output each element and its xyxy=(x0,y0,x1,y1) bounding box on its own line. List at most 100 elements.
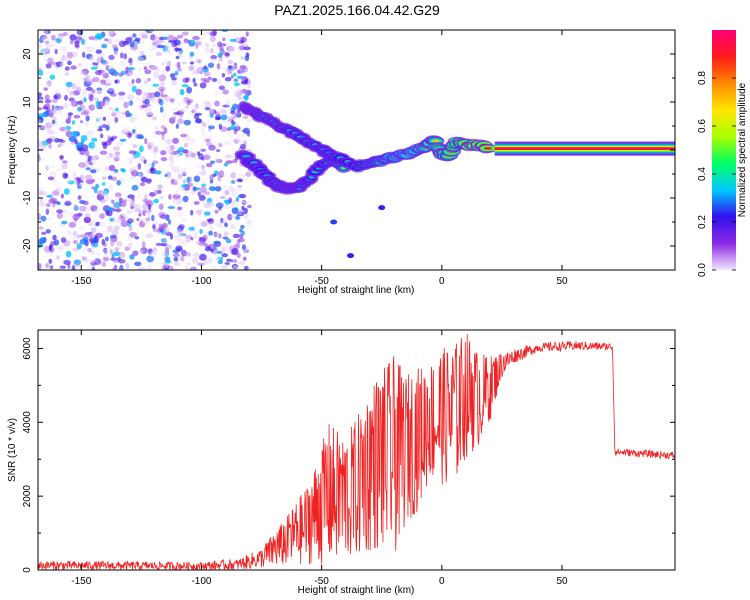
noise-blob xyxy=(156,44,165,49)
noise-blob xyxy=(175,55,180,60)
noise-blob xyxy=(178,147,185,151)
noise-blob xyxy=(190,191,196,196)
noise-blob xyxy=(133,132,138,139)
colorbar-ticks: 0.0 0.2 0.4 0.6 0.8 xyxy=(697,71,736,277)
noise-blob xyxy=(152,45,158,51)
snr-x-tick-label: 0 xyxy=(439,576,445,587)
noise-blob xyxy=(233,128,238,135)
noise-blob xyxy=(164,267,169,270)
noise-blob xyxy=(217,41,222,48)
noise-blob xyxy=(85,120,89,128)
noise-blob xyxy=(183,38,189,44)
spectral-ridges xyxy=(234,101,498,259)
noise-blob xyxy=(107,38,113,45)
noise-blob xyxy=(68,136,77,142)
noise-blob xyxy=(149,65,158,70)
noise-blob xyxy=(89,56,95,63)
noise-blob xyxy=(112,203,119,209)
noise-blob xyxy=(215,256,221,261)
steady-tone-band xyxy=(494,141,675,156)
noise-blob xyxy=(164,45,171,53)
noise-blob xyxy=(158,74,167,82)
snr-y-tick-label: 2000 xyxy=(22,485,33,508)
noise-blob xyxy=(101,69,107,76)
noise-blob xyxy=(209,58,216,64)
noise-blob xyxy=(115,192,122,198)
noise-blob xyxy=(45,63,52,69)
noise-blob xyxy=(101,59,107,64)
noise-blob xyxy=(39,191,48,196)
noise-blob xyxy=(166,171,172,178)
noise-blob xyxy=(93,258,102,265)
noise-blob xyxy=(213,240,221,245)
noise-blob xyxy=(83,78,89,82)
noise-blob xyxy=(204,191,210,195)
noise-blob xyxy=(230,110,235,115)
noise-blob xyxy=(127,133,132,139)
noise-blob xyxy=(69,91,75,96)
noise-blob xyxy=(159,36,164,41)
snr-y-axis-label: SNR (10 * v/v) xyxy=(7,418,18,482)
noise-blob xyxy=(206,119,211,127)
noise-blob xyxy=(243,127,250,134)
noise-blob xyxy=(243,94,249,101)
noise-blob xyxy=(59,62,64,68)
snr-y-tick-label: 4000 xyxy=(22,411,33,434)
noise-blob xyxy=(106,225,114,233)
noise-blob xyxy=(222,189,226,196)
noise-blob xyxy=(160,157,168,162)
noise-blob xyxy=(59,155,63,161)
noise-blob xyxy=(161,133,165,141)
noise-blob xyxy=(185,105,189,109)
noise-blob xyxy=(158,97,162,104)
noise-blob xyxy=(104,98,110,105)
noise-blob xyxy=(98,222,102,226)
noise-blob xyxy=(69,40,74,45)
noise-blob xyxy=(229,202,233,207)
noise-blob xyxy=(59,57,64,64)
noise-blob xyxy=(64,72,69,76)
noise-blob xyxy=(96,118,100,122)
noise-blob xyxy=(71,83,78,91)
noise-blob xyxy=(232,138,241,143)
noise-blob xyxy=(193,82,198,87)
noise-blob xyxy=(174,189,180,197)
noise-blob xyxy=(227,65,233,69)
noise-blob xyxy=(131,79,135,84)
noise-blob xyxy=(227,70,233,75)
noise-blob xyxy=(85,167,91,171)
noise-blob xyxy=(38,141,44,148)
noise-blob xyxy=(43,87,48,91)
snr-series-line xyxy=(38,334,675,570)
noise-blob xyxy=(155,130,162,135)
noise-blob xyxy=(153,247,157,253)
noise-blob xyxy=(224,77,232,82)
noise-blob xyxy=(44,94,50,100)
snr-plot-area xyxy=(38,330,675,570)
noise-blob xyxy=(69,92,76,98)
noise-blob xyxy=(245,219,253,225)
noise-blob xyxy=(176,201,181,206)
noise-blob xyxy=(180,133,188,138)
noise-blob xyxy=(96,117,103,123)
noise-blob xyxy=(242,46,251,51)
noise-blob xyxy=(101,43,108,49)
noise-blob xyxy=(153,189,159,195)
noise-blob xyxy=(206,257,213,264)
noise-blob xyxy=(209,223,214,230)
noise-blob xyxy=(235,111,242,118)
noise-blob xyxy=(216,223,224,229)
noise-blob xyxy=(214,153,218,161)
noise-blob xyxy=(237,209,243,215)
noise-blob xyxy=(78,226,84,231)
noise-blob xyxy=(61,220,68,225)
noise-blob xyxy=(49,74,55,80)
noise-blob xyxy=(154,126,158,131)
noise-blob xyxy=(205,183,212,187)
noise-blob xyxy=(107,59,111,66)
noise-blob xyxy=(152,71,160,79)
noise-blob xyxy=(218,206,222,211)
noise-blob xyxy=(56,167,62,172)
noise-blob xyxy=(45,217,53,221)
colorbar-tick-label: 0.8 xyxy=(697,71,708,85)
